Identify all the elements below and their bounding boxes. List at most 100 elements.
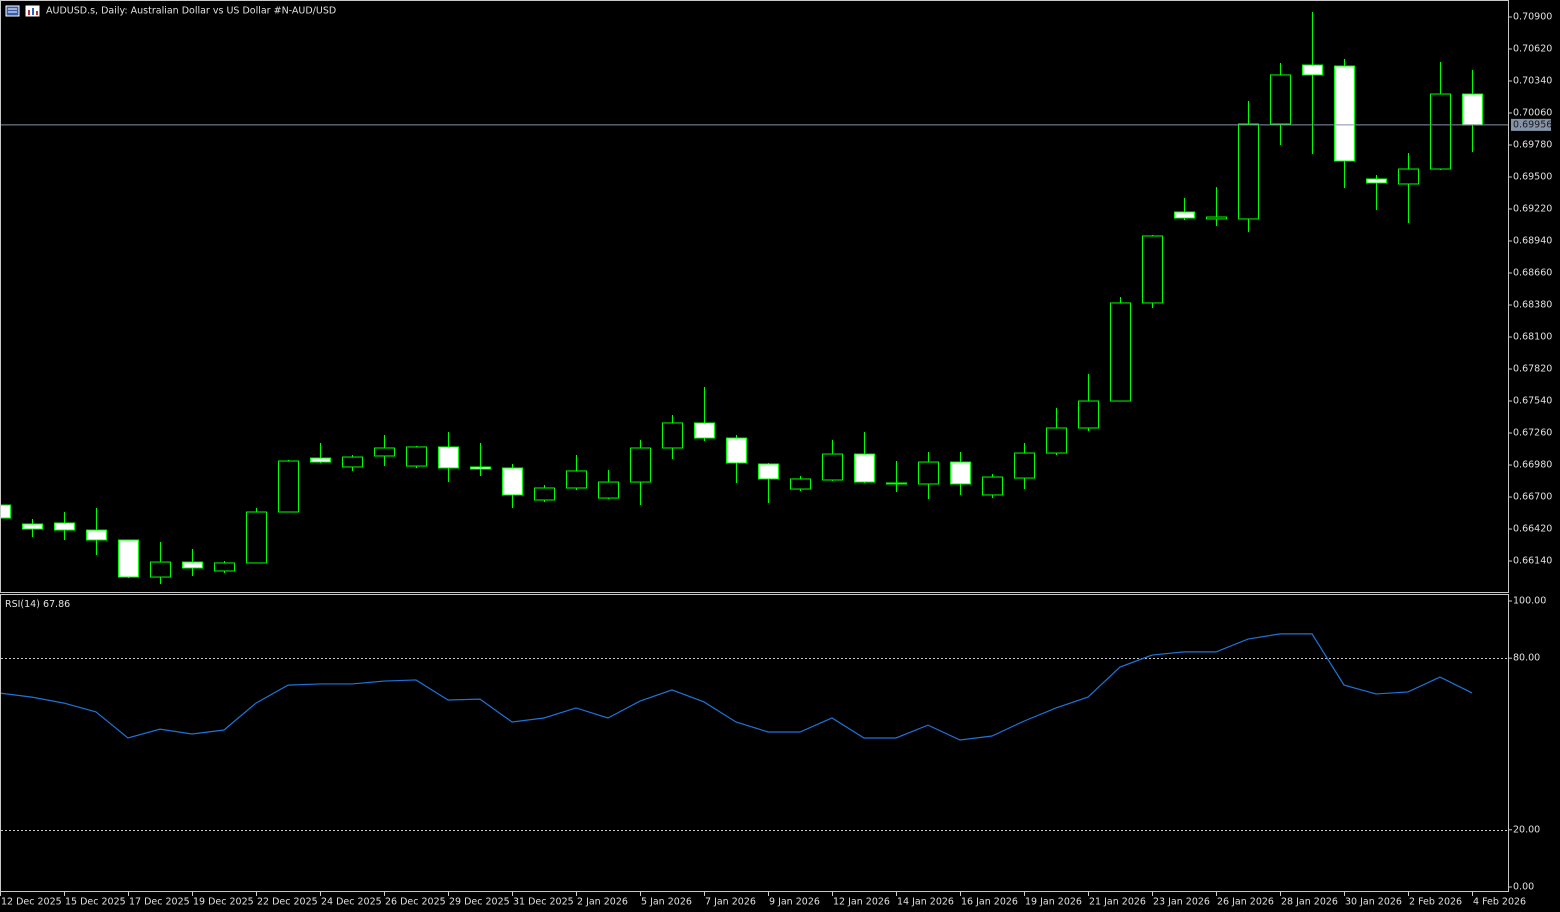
candle-body xyxy=(342,456,363,468)
y-tick-label: 0.66980 xyxy=(1513,460,1552,471)
candle-body xyxy=(470,466,491,470)
candle-body xyxy=(1302,64,1323,76)
y-tick-label: 0.68940 xyxy=(1513,236,1552,247)
candle-body xyxy=(566,470,587,489)
candle-body xyxy=(406,446,427,467)
candle-body xyxy=(1462,93,1483,126)
y-tick-label: 0.70620 xyxy=(1513,44,1552,55)
candle-body xyxy=(502,467,523,496)
y-tick-label: 80.00 xyxy=(1513,653,1540,664)
y-tick-label: 0.67540 xyxy=(1513,396,1552,407)
y-tick-label: 0.69220 xyxy=(1513,204,1552,215)
last-price-box xyxy=(1511,118,1551,131)
candle-body xyxy=(598,481,619,499)
candle-body xyxy=(214,562,235,572)
candle-body xyxy=(438,446,459,469)
candle-body xyxy=(662,422,683,449)
y-tick-label: 0.66700 xyxy=(1513,492,1552,503)
candle-body xyxy=(374,447,395,457)
y-tick-label: 0.69500 xyxy=(1513,172,1552,183)
candle-body xyxy=(1142,235,1163,304)
x-tick-label: 24 Dec 2025 xyxy=(321,897,382,908)
candle-body xyxy=(630,447,651,483)
rsi-panel-border xyxy=(0,594,1509,892)
rsi-name: RSI(14) xyxy=(5,599,40,610)
candle-body xyxy=(1014,452,1035,479)
icon-bar xyxy=(32,8,34,15)
x-tick-label: 14 Jan 2026 xyxy=(897,897,954,908)
candle-body xyxy=(310,457,331,463)
candle-body xyxy=(1078,400,1099,429)
candle-body xyxy=(1110,302,1131,402)
y-tick-label: 0.70340 xyxy=(1513,76,1552,87)
price-plot xyxy=(1,11,1508,584)
candle-body xyxy=(790,478,811,490)
candle-body xyxy=(726,437,747,464)
x-tick-label: 16 Jan 2026 xyxy=(961,897,1018,908)
candle-body xyxy=(758,463,779,480)
x-tick-label: 21 Jan 2026 xyxy=(1089,897,1146,908)
icon-bar xyxy=(36,11,38,15)
main-panel-border xyxy=(0,0,1509,593)
x-tick-label: 15 Dec 2025 xyxy=(65,897,126,908)
x-tick-label: 12 Jan 2026 xyxy=(833,897,890,908)
y-tick-label: 0.70900 xyxy=(1513,12,1552,23)
y-tick-label: 0.00 xyxy=(1513,881,1534,892)
candle-body xyxy=(182,561,203,569)
x-tick-label: 9 Jan 2026 xyxy=(769,897,820,908)
candle-body xyxy=(1398,168,1419,185)
candle-body xyxy=(246,511,267,564)
candle-body xyxy=(86,529,107,541)
candle-body xyxy=(1366,178,1387,184)
candle-body xyxy=(918,461,939,485)
candle-body xyxy=(694,422,715,439)
candle-body xyxy=(534,487,555,501)
toolbar-icons xyxy=(5,5,40,17)
y-tick-label: 0.69780 xyxy=(1513,140,1552,151)
y-tick-label: 20.00 xyxy=(1513,824,1540,835)
candle-body xyxy=(278,460,299,513)
candle-body xyxy=(1334,65,1355,162)
y-tick-label: 0.67820 xyxy=(1513,364,1552,375)
x-tick-label: 26 Jan 2026 xyxy=(1217,897,1274,908)
rsi-current: 67.86 xyxy=(43,599,70,610)
x-tick-label: 5 Jan 2026 xyxy=(641,897,692,908)
x-tick-label: 19 Jan 2026 xyxy=(1025,897,1082,908)
candle-body xyxy=(982,476,1003,496)
axes: 0.70900 0.70620 0.70340 0.70060 0.69780 0.695… xyxy=(0,12,1552,908)
x-tick-label: 31 Dec 2025 xyxy=(513,897,574,908)
x-tick-label: 17 Dec 2025 xyxy=(129,897,190,908)
x-tick-label: 23 Jan 2026 xyxy=(1153,897,1210,908)
candle-body xyxy=(1270,74,1291,125)
candle-body xyxy=(1206,216,1227,220)
candle-body xyxy=(1046,427,1067,454)
y-tick-label: 0.67260 xyxy=(1513,428,1552,439)
candle-body xyxy=(1238,123,1259,220)
candle-body xyxy=(1430,93,1451,170)
x-tick-label: 4 Feb 2026 xyxy=(1473,897,1526,908)
candle-body xyxy=(150,561,171,578)
candle-body xyxy=(886,482,907,485)
x-tick-label: 28 Jan 2026 xyxy=(1281,897,1338,908)
candle-body xyxy=(22,523,43,530)
candle-body xyxy=(1174,211,1195,219)
x-tick-label: 12 Dec 2025 xyxy=(1,897,62,908)
icon-menu[interactable] xyxy=(5,5,20,17)
x-tick-label: 22 Dec 2025 xyxy=(257,897,318,908)
x-tick-label: 2 Jan 2026 xyxy=(577,897,628,908)
last-price-label: 0.69956 xyxy=(1513,119,1552,130)
y-tick-label: 0.68100 xyxy=(1513,332,1552,343)
x-tick-label: 2 Feb 2026 xyxy=(1409,897,1462,908)
x-tick-label: 30 Jan 2026 xyxy=(1345,897,1402,908)
chart-title: AUDUSD.s, Daily: Australian Dollar vs US… xyxy=(46,6,336,17)
x-tick-label: 26 Dec 2025 xyxy=(385,897,446,908)
y-tick-label: 0.68660 xyxy=(1513,268,1552,279)
candle-body xyxy=(1,504,11,519)
y-tick-label: 0.66140 xyxy=(1513,556,1552,567)
candle-body xyxy=(950,461,971,485)
candle-body xyxy=(822,453,843,481)
x-tick-label: 19 Dec 2025 xyxy=(193,897,254,908)
x-tick-label: 7 Jan 2026 xyxy=(705,897,756,908)
